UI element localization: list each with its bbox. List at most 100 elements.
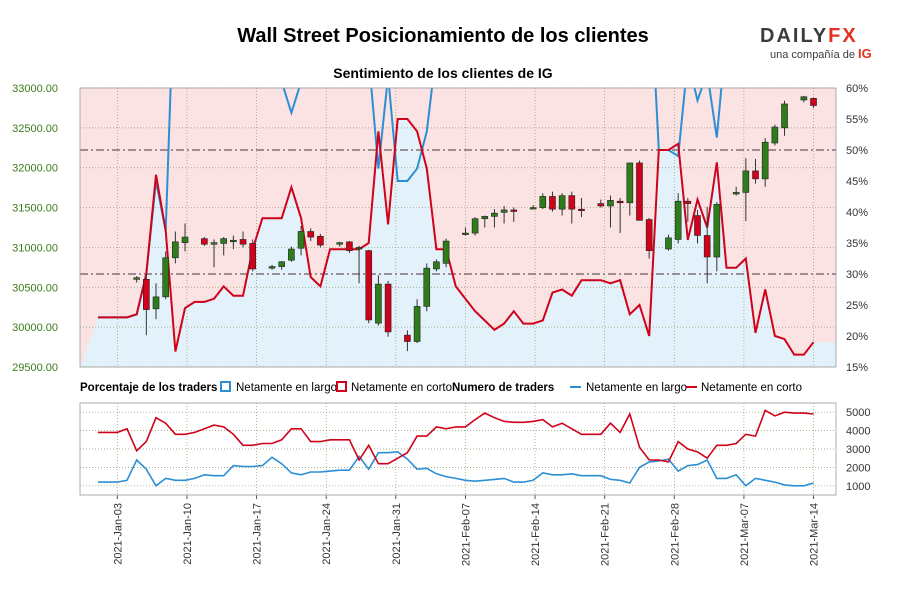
legend-count-long-label: Netamente en largo [586,382,687,394]
x-tick-label: 2021-Mar-07 [739,503,751,566]
logo-ig-badge: IG [858,46,872,61]
y-tick-label-price: 30000.00 [12,322,58,334]
candle-body [510,209,518,212]
x-tick-label: 2021-Jan-24 [321,503,333,565]
trader-count-panel: 1000 2000 3000 4000 5000 2021-Jan-03 2021-Jan-… [79,402,870,566]
candle-body [616,200,624,204]
x-tick-label: 2021-Jan-17 [252,503,264,565]
count-panel-frame [79,402,837,496]
candle-body [384,283,392,333]
candle-body [162,257,169,298]
legend-percent-long-label: Netamente en largo [236,382,337,394]
legend-count-title: Numero de traders [452,382,554,394]
candle-body [268,266,276,269]
candle-body [713,204,721,258]
x-tick-label: 2021-Feb-07 [460,503,472,566]
y-tick-label-price: 30500.00 [12,282,58,294]
y-tick-label-price: 33000.00 [12,83,58,95]
count-y-tick-label: 5000 [846,407,870,419]
candle-body [597,203,605,207]
candle-body [500,209,508,213]
candle-body [278,261,286,267]
candle-body [568,195,576,210]
candle-body [694,215,701,236]
y-tick-label-percent: 45% [846,176,868,188]
candle-body [674,200,682,240]
candle-body [529,207,537,210]
candle-body [742,170,750,193]
count-y-tick-label: 3000 [846,444,870,456]
candle-body [413,306,421,342]
y-tick-label-price: 32000.00 [12,163,58,175]
candle-body [181,236,189,243]
candle-body [355,247,363,250]
count-y-tick-label: 4000 [846,426,870,438]
candle-body [442,240,450,264]
candle-body [636,162,643,221]
candle-body [423,267,431,307]
main-panel-frame [79,87,837,368]
x-tick-label: 2021-Feb-28 [669,503,681,566]
y-tick-label-percent: 20% [846,331,868,343]
candle-body [133,277,140,280]
net-long-count-line [98,450,814,487]
candle-body [558,195,566,210]
x-tick-label: 2021-Feb-14 [530,503,542,566]
y-tick-label-price: 31500.00 [12,203,58,215]
candle-body [462,232,469,235]
dailyfx-logo: DAILYFX una compañía de IG [760,25,872,61]
candle-body [800,96,808,101]
candle-body [491,212,498,217]
candle-body [732,192,740,195]
y-tick-label-percent: 25% [846,300,868,312]
legend-count-short-label: Netamente en corto [701,382,802,394]
candle-body [143,279,150,310]
net-long-percent-line [98,88,723,319]
y-tick-label-price: 31000.00 [12,242,58,254]
candle-body [626,162,634,204]
y-tick-label-price: 32500.00 [12,123,58,135]
candle-body [201,238,208,245]
long-area-fill [80,119,836,367]
net-short-percent-line [98,118,815,356]
candle-body [239,239,247,245]
candle-body [375,283,382,324]
candle-body [404,334,411,342]
legend-percent-short-label: Netamente en corto [351,382,452,394]
count-y-tick-label: 1000 [846,481,870,493]
candle-body [771,126,779,144]
candle-body [471,218,479,234]
candle-body [152,296,160,310]
price-sentiment-panel: 29500.00 30000.00 30500.00 31000.00 31500.00… [12,83,868,374]
y-tick-label-percent: 55% [846,114,868,126]
candle-body [539,196,547,208]
candle-body [317,235,324,246]
candle-body [365,250,373,321]
x-tick-label: 2021-Jan-31 [391,503,403,565]
candle-body [336,242,344,245]
candle-body [810,98,817,106]
candle-body [549,196,556,210]
candle-body [752,170,759,180]
count-y-tick-label: 2000 [846,462,870,474]
x-tick-label: 2021-Feb-21 [600,503,612,566]
logo-brand-main: DAILY [760,25,828,47]
chart-subtitle: Sentimiento de los clientes de IG [333,65,552,81]
candle-body [703,235,711,258]
candle-body [346,241,353,251]
candle-body [230,239,237,243]
candle-body [607,200,614,207]
logo-tagline: una compañía de [770,49,855,61]
legend-percent-long-swatch [220,381,231,392]
y-tick-label-percent: 35% [846,238,868,250]
svg-text:DAILYFX: DAILYFX [760,25,858,47]
chart-title: Wall Street Posicionamiento de los clien… [237,25,649,47]
logo-brand-accent: FX [828,25,858,47]
candle-body [307,231,315,238]
x-tick-label: 2021-Mar-14 [809,503,821,566]
candle-body [481,216,489,220]
y-tick-label-price: 29500.00 [12,362,58,374]
legend: Porcentaje de los traders Netamente en l… [80,381,802,394]
candle-body [210,242,218,245]
